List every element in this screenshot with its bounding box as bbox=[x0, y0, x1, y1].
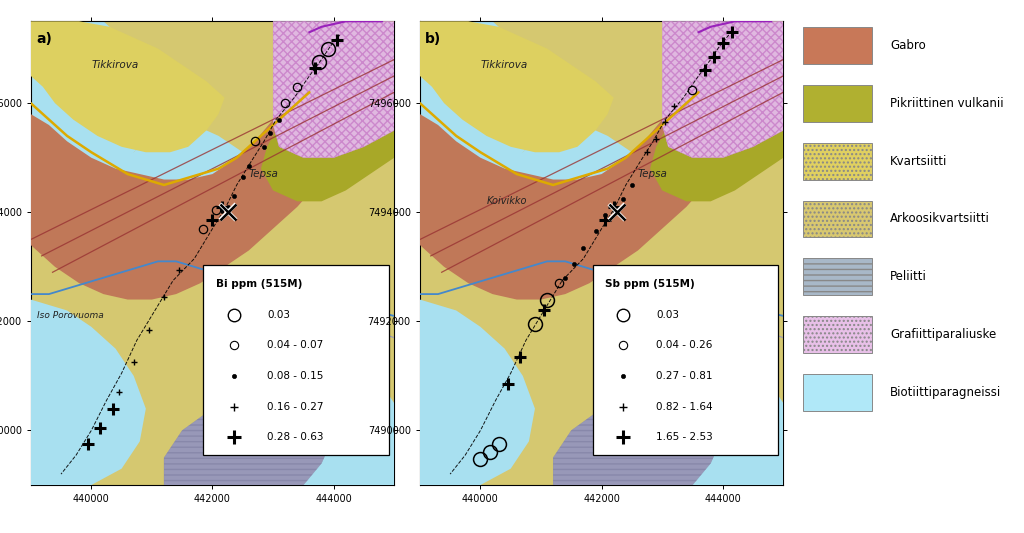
Text: Sb ppm (515M): Sb ppm (515M) bbox=[605, 279, 695, 289]
Text: Kvartsiitti: Kvartsiitti bbox=[891, 155, 948, 168]
FancyBboxPatch shape bbox=[204, 265, 389, 455]
Polygon shape bbox=[164, 387, 334, 485]
Bar bbox=[803, 374, 872, 411]
Text: b): b) bbox=[425, 31, 441, 45]
Text: Arkoosikvartsiitti: Arkoosikvartsiitti bbox=[891, 213, 990, 225]
Bar bbox=[803, 85, 872, 122]
Polygon shape bbox=[420, 21, 783, 300]
Polygon shape bbox=[273, 21, 394, 158]
Text: Tepsa: Tepsa bbox=[638, 169, 668, 179]
Polygon shape bbox=[31, 21, 224, 152]
Bar bbox=[803, 259, 872, 295]
Text: Bi ppm (515M): Bi ppm (515M) bbox=[216, 279, 302, 289]
Text: 0.27 - 0.81: 0.27 - 0.81 bbox=[656, 371, 713, 381]
Text: 0.28 - 0.63: 0.28 - 0.63 bbox=[267, 432, 324, 442]
Text: Gabro: Gabro bbox=[891, 39, 926, 52]
Polygon shape bbox=[31, 125, 255, 267]
Polygon shape bbox=[663, 365, 783, 485]
Text: Peliitti: Peliitti bbox=[891, 270, 928, 284]
Text: Tikkirova: Tikkirova bbox=[480, 60, 527, 70]
Polygon shape bbox=[31, 136, 224, 256]
Text: a): a) bbox=[36, 31, 52, 45]
Polygon shape bbox=[420, 125, 644, 267]
Text: Pikriittinen vulkanii: Pikriittinen vulkanii bbox=[891, 97, 1004, 110]
Polygon shape bbox=[420, 21, 547, 180]
Polygon shape bbox=[420, 300, 535, 485]
Polygon shape bbox=[31, 21, 158, 180]
Text: 0.04 - 0.07: 0.04 - 0.07 bbox=[267, 341, 324, 351]
Text: Biotiittiparagneissi: Biotiittiparagneissi bbox=[891, 386, 1001, 399]
Bar bbox=[803, 316, 872, 353]
Text: 1.65 - 2.53: 1.65 - 2.53 bbox=[656, 432, 713, 442]
Polygon shape bbox=[273, 365, 394, 485]
Text: 0.82 - 1.64: 0.82 - 1.64 bbox=[656, 402, 713, 411]
Polygon shape bbox=[31, 300, 145, 485]
Text: Koivikko: Koivikko bbox=[486, 196, 527, 206]
Text: 0.04 - 0.26: 0.04 - 0.26 bbox=[656, 341, 713, 351]
Polygon shape bbox=[553, 387, 723, 485]
Bar bbox=[803, 143, 872, 180]
Polygon shape bbox=[650, 21, 783, 201]
FancyBboxPatch shape bbox=[593, 265, 778, 455]
Bar bbox=[803, 27, 872, 64]
Text: Iso Porovuoma: Iso Porovuoma bbox=[37, 311, 103, 320]
Polygon shape bbox=[261, 21, 394, 201]
Text: Tikkirova: Tikkirova bbox=[91, 60, 138, 70]
Polygon shape bbox=[420, 136, 613, 256]
Text: Tepsa: Tepsa bbox=[249, 169, 279, 179]
Bar bbox=[803, 200, 872, 237]
Polygon shape bbox=[420, 21, 613, 152]
Text: 0.08 - 0.15: 0.08 - 0.15 bbox=[267, 371, 324, 381]
Polygon shape bbox=[663, 21, 783, 158]
Text: 0.03: 0.03 bbox=[656, 310, 679, 320]
Text: 0.03: 0.03 bbox=[267, 310, 290, 320]
Text: 0.16 - 0.27: 0.16 - 0.27 bbox=[267, 402, 324, 411]
Polygon shape bbox=[31, 21, 394, 300]
Text: Grafiittiparaliuske: Grafiittiparaliuske bbox=[891, 328, 996, 341]
